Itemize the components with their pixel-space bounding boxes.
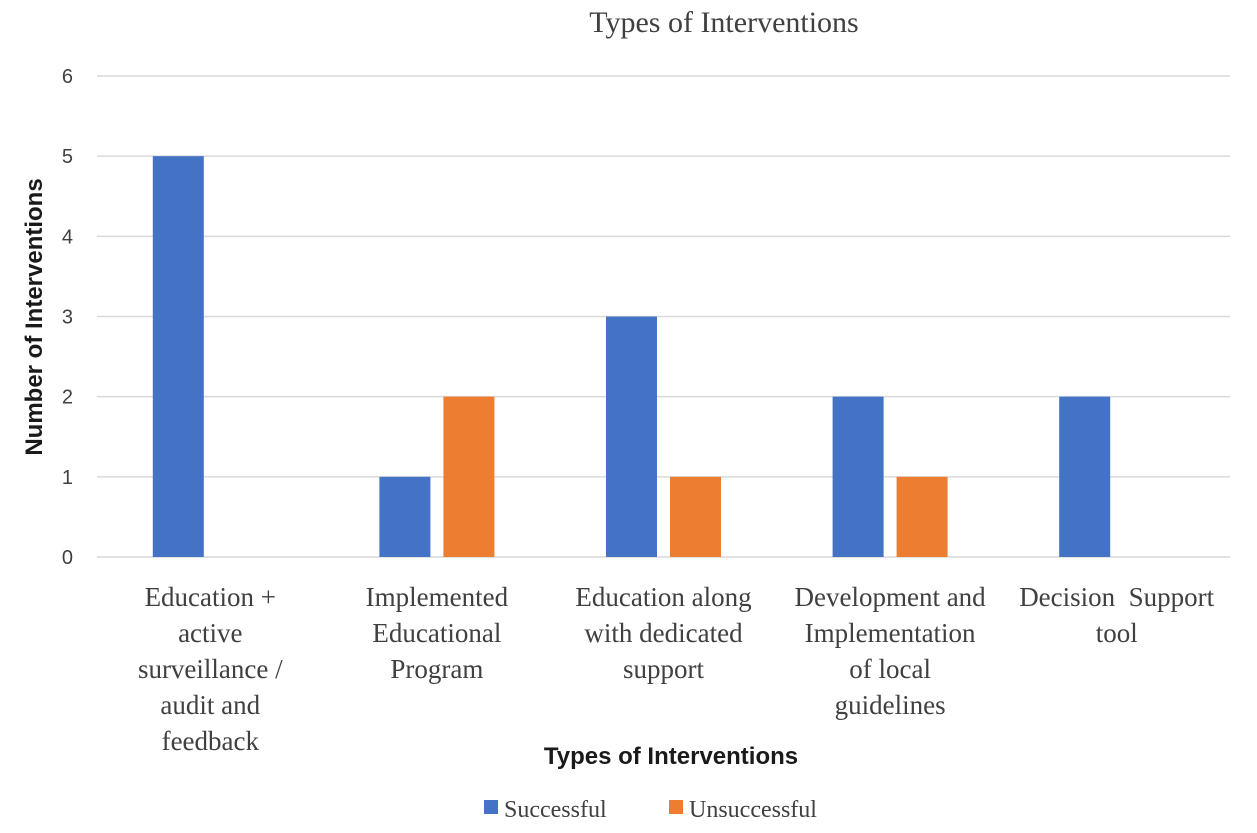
bar-unsuccessful-2 [670,476,721,557]
x-tick-label-line: active [178,618,242,648]
y-tick-label: 0 [62,547,73,569]
x-axis-ticks: Education + active surveillance / audit and… [138,582,1215,756]
x-tick-label-line: Program [390,654,483,684]
x-tick-label-line: feedback [162,726,260,756]
y-tick-label: 3 [62,307,73,329]
bar-successful-2 [606,316,657,557]
x-tick-label-line: tool [1096,618,1138,648]
bars [152,156,1111,557]
x-axis-title: Types of Interventions [544,743,798,770]
y-tick-label: 2 [62,387,73,409]
y-tick-label: 4 [62,226,73,248]
bar-unsuccessful-3 [896,476,948,557]
x-tick-label-line: Implemented [366,582,509,612]
x-tick-label-line: surveillance / [138,654,283,684]
y-axis-title: Number of Interventions [21,178,48,455]
bar-successful-4 [1059,396,1111,557]
x-tick-label: Implemented Educational Program [366,582,509,684]
bar-unsuccessful-1 [443,396,495,557]
legend: Successful Unsuccessful [484,797,817,823]
legend-swatch-successful [484,800,498,814]
y-tick-label: 6 [62,66,73,88]
x-tick-label-line: guidelines [835,690,946,720]
chart-title: Types of Interventions [589,6,859,39]
y-tick-label: 1 [62,467,73,489]
x-tick-label-line: of local [849,654,931,684]
y-tick-label: 5 [62,146,73,168]
bar-successful-0 [152,156,204,557]
x-tick-label-line: Decision Support [1019,582,1214,612]
x-tick-label-line: Education along [575,582,751,612]
x-tick-label: Development and Implementation of local gui… [794,582,986,720]
x-tick-label-line: Education + [145,582,276,612]
x-tick-label: Education + active surveillance / audit and… [138,582,283,756]
x-tick-label-line: Educational [372,618,501,648]
x-tick-label-line: Development and [794,582,986,612]
x-tick-label-line: audit and [160,690,260,720]
legend-swatch-unsuccessful [669,800,683,814]
x-tick-label-line: with dedicated [584,618,743,648]
gridlines [97,75,1230,558]
legend-label-unsuccessful: Unsuccessful [689,797,817,823]
bar-successful-1 [379,476,431,557]
x-tick-label-line: support [623,654,704,684]
x-tick-label: Education along with dedicated support [575,582,751,684]
y-axis-ticks: 0 1 2 3 4 5 6 [62,66,73,569]
x-tick-label-line: Implementation [805,618,976,648]
x-tick-label: Decision Support tool [1019,582,1214,648]
legend-label-successful: Successful [504,797,607,823]
bar-successful-3 [832,396,884,557]
